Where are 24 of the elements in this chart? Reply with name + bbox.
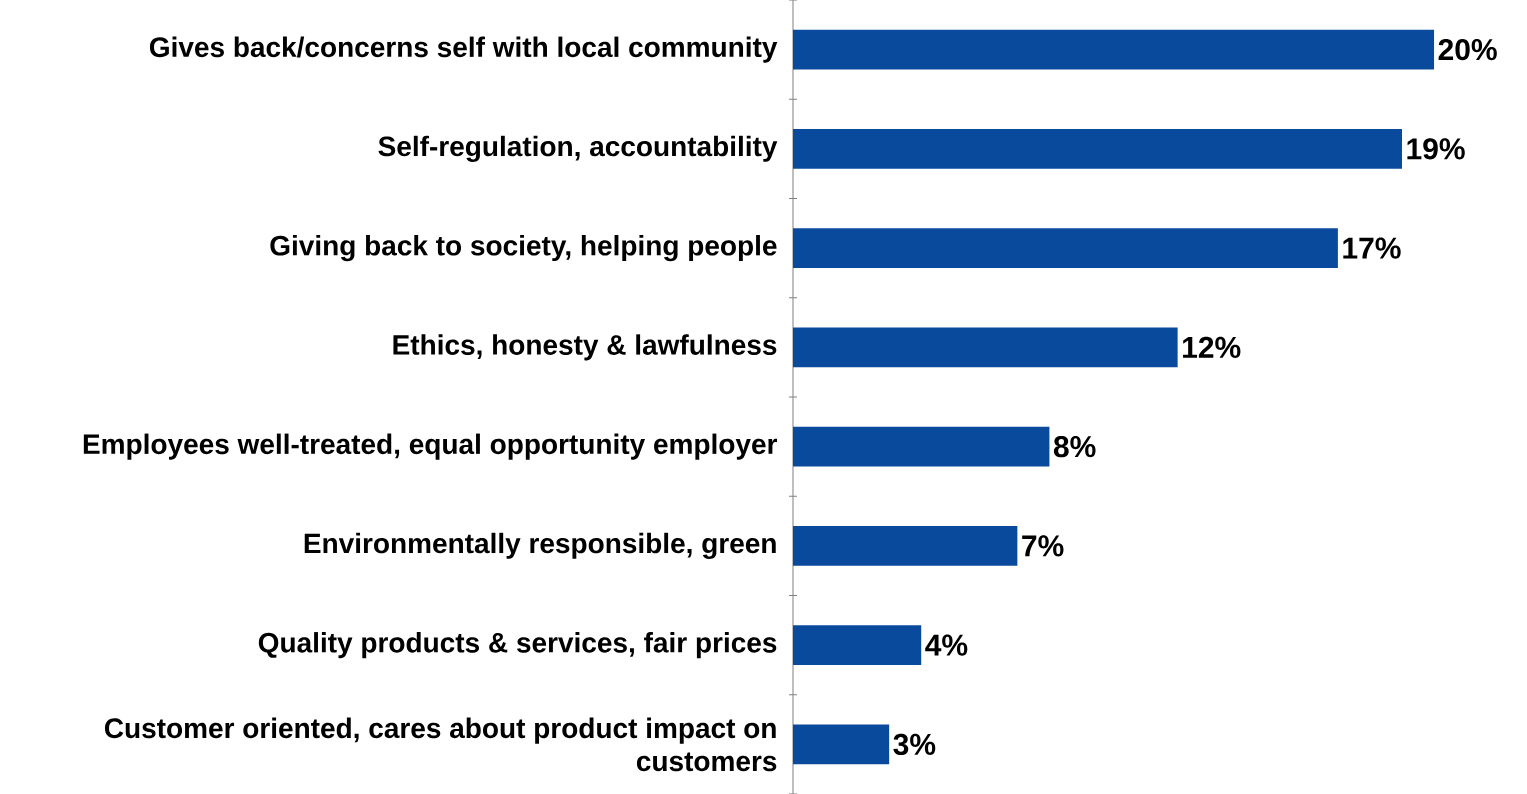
y-tick-label: Giving back to society, helping people — [270, 235, 777, 262]
bar — [793, 327, 1178, 368]
y-tick-label: Gives back/concerns self with local community — [149, 36, 778, 63]
bar — [793, 29, 1435, 70]
data-label: 12% — [1183, 336, 1241, 358]
bar — [793, 129, 1402, 169]
data-label: 3% — [893, 733, 936, 755]
y-tick-label: Employees well-treated, equal opportunity employer — [83, 433, 778, 460]
y-tick-label: Ethics, honesty & lawfulness — [393, 334, 777, 361]
y-tick-label: Self-regulation, accountability — [378, 135, 778, 162]
bar — [793, 724, 890, 765]
bar — [793, 625, 922, 665]
data-label: 19% — [1407, 138, 1465, 160]
data-label: 7% — [1022, 535, 1064, 557]
bar — [793, 228, 1338, 268]
data-label: 8% — [1053, 436, 1096, 458]
bar — [793, 426, 1050, 467]
data-label: 17% — [1343, 237, 1401, 259]
data-label: 4% — [925, 634, 968, 656]
bar — [793, 526, 1018, 566]
y-tick-label: Customer oriented, cares about product impact on customers — [104, 717, 777, 772]
y-tick-label: Environmentally responsible, green — [304, 532, 776, 559]
data-label: 20% — [1438, 39, 1497, 61]
y-tick-label: Quality products & services, fair prices — [258, 632, 777, 659]
